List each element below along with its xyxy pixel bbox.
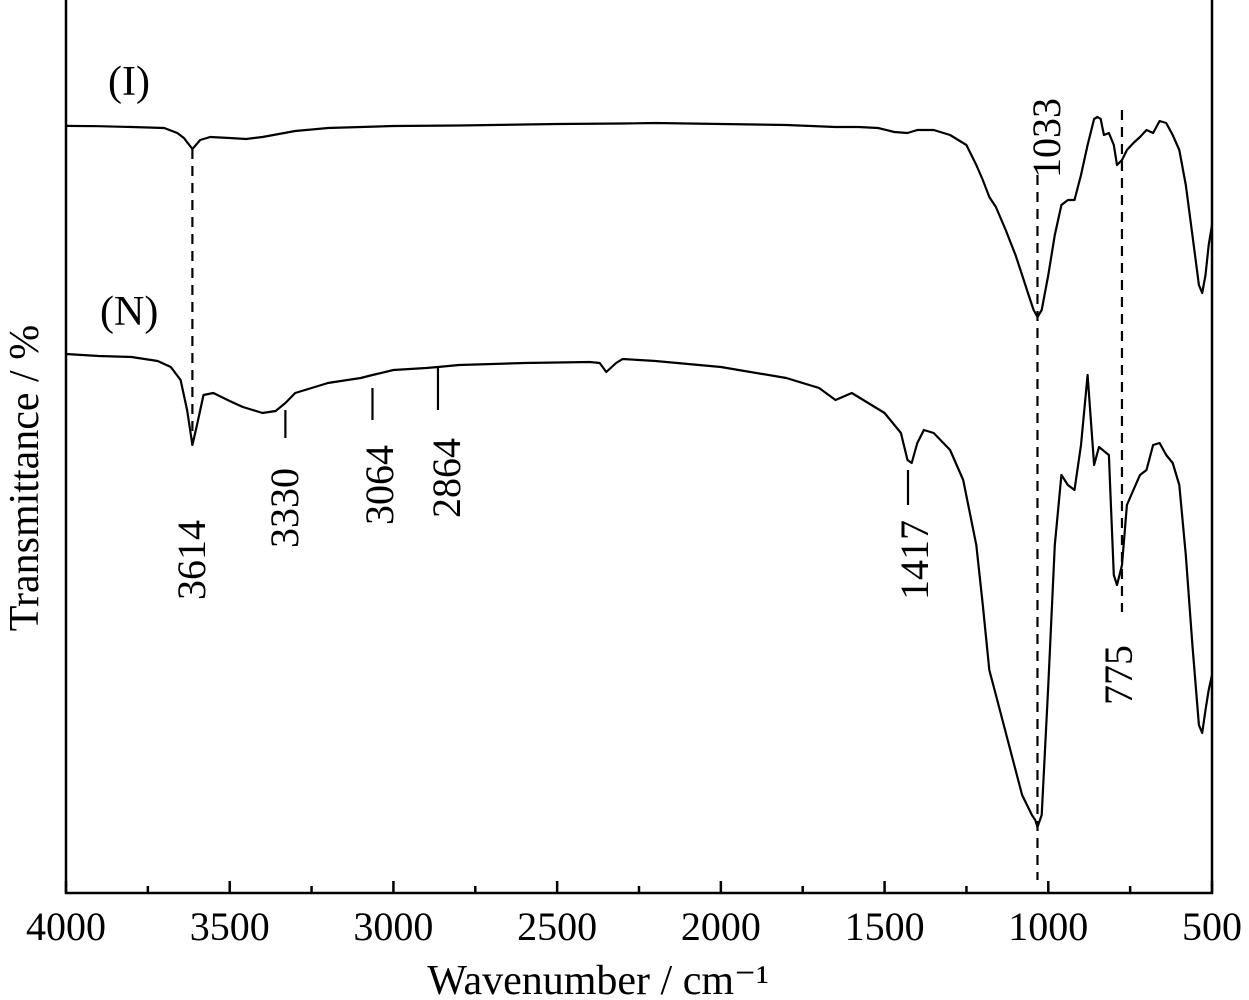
x-tick-label: 1500 xyxy=(845,904,925,949)
series-n-trace xyxy=(65,352,1214,829)
x-tick-label: 3000 xyxy=(353,904,433,949)
x-tick-label: 1000 xyxy=(1008,904,1088,949)
peak-annotations: 3614 3330 3064 2864 1417 1033 775 xyxy=(169,98,1141,705)
x-tick-label: 4000 xyxy=(26,904,106,949)
x-tick-label: 2000 xyxy=(681,904,761,949)
peak-label-3064: 3064 xyxy=(357,445,402,525)
x-axis-title: Wavenumber / cm⁻¹ xyxy=(427,958,769,1000)
y-axis-title: Transmittance / % xyxy=(2,325,48,631)
series-traces xyxy=(65,115,1214,829)
peak-label-2864: 2864 xyxy=(424,438,469,518)
guide-lines xyxy=(191,110,1124,880)
series-i-trace xyxy=(65,115,1214,319)
peak-label-3614: 3614 xyxy=(169,520,214,600)
series-label-n: (N) xyxy=(100,289,158,335)
x-tick-label: 500 xyxy=(1182,904,1242,949)
x-tick-label: 2500 xyxy=(517,904,597,949)
peak-label-3330: 3330 xyxy=(262,468,307,548)
x-axis-ticks: 4000 3500 3000 2500 2000 1500 1000 500 xyxy=(26,881,1242,949)
series-label-i: (I) xyxy=(108,59,150,105)
peak-label-1033: 1033 xyxy=(1024,98,1069,178)
x-tick-label: 3500 xyxy=(190,904,270,949)
peak-label-775: 775 xyxy=(1096,645,1141,705)
peak-label-1417: 1417 xyxy=(892,520,937,600)
